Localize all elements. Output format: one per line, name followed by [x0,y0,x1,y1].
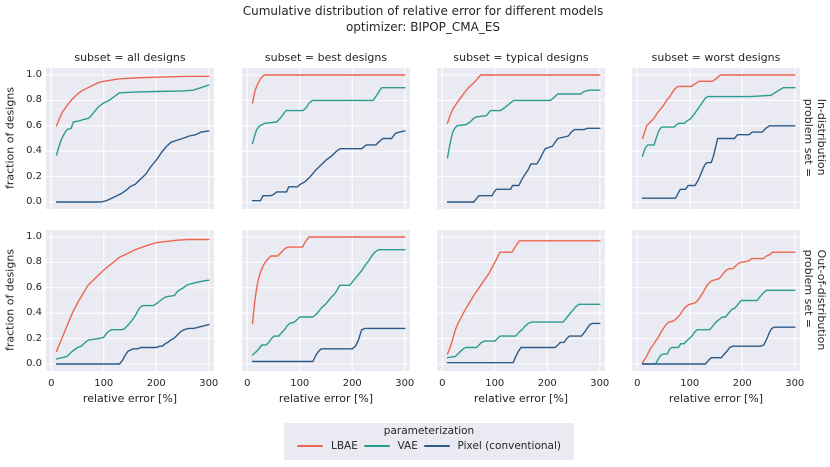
y-tick-label: 0.8 [26,256,42,268]
x-tick-label: 0 [439,378,446,389]
subplot-in-distribution-typical-designs [437,68,605,209]
subplot-out-of-distribution-all-designs [46,230,214,371]
series-line-lbae [446,240,601,355]
plot-background [437,68,605,209]
x-tick-label: 0 [244,378,251,389]
plot-background [46,230,214,371]
y-tick-label: 0.0 [26,358,42,369]
series-line-vae [251,87,406,145]
series-line-pixel-conventional- [251,327,406,363]
x-axis-label-col2: relative error [%] [278,392,374,405]
y-axis-label-row1: fraction of designs [3,86,17,190]
series-line-vae [251,249,406,356]
legend-entry-pixel: Pixel (conventional) [423,440,561,452]
subplot-out-of-distribution-best-designs [242,230,410,371]
x-axis-label-col4: relative error [%] [668,392,764,405]
row-label-line: In-distribution [815,98,828,176]
lbae-line-swatch [297,445,323,447]
series-line-vae [55,84,210,156]
y-tick-label: 0.0 [26,196,42,207]
series-line-vae [55,279,210,360]
facet-col-title-worst: subset = worst designs [651,51,781,64]
x-tick-label: 100 [680,378,700,389]
series-line-pixel-conventional- [641,326,796,365]
x-tick-label: 0 [48,378,55,389]
x-tick-label: 100 [485,378,505,389]
series-line-pixel-conventional- [55,323,210,365]
subplot-out-of-distribution-worst-designs [632,230,800,371]
y-tick-label: 0.8 [26,94,42,106]
x-tick-label: 300 [785,378,805,389]
legend-entry-lbae: LBAE [297,440,358,452]
series-line-pixel-conventional- [251,130,406,202]
subplot-in-distribution-best-designs [242,68,410,209]
series-line-pixel-conventional- [446,322,601,364]
vae-line-swatch [363,445,390,447]
y-tick-label: 1.0 [26,68,42,80]
series-line-vae [641,289,796,365]
plot-background [632,68,800,209]
x-tick-label: 200 [342,378,362,389]
series-line-lbae [641,74,796,140]
x-axis-label-col3: relative error [%] [473,392,569,405]
x-tick-label: 200 [732,378,752,389]
x-tick-label: 300 [199,378,219,389]
row-label-line: problem set = [802,98,815,178]
x-tick-label: 300 [590,378,610,389]
y-tick-label: 0.4 [26,145,42,157]
facet-col-title-best: subset = best designs [264,51,388,64]
legend-label-vae: VAE [397,440,418,452]
x-axis-label-col1: relative error [%] [82,392,178,405]
legend-label-pixel: Pixel (conventional) [457,440,561,452]
series-line-pixel-conventional- [446,127,601,203]
series-line-lbae [251,74,406,104]
facet-row-label-out-of-distribution: problem set = Out-of-distribution [802,250,828,351]
figure-title-line2: optimizer: BIPOP_CMA_ES [345,20,501,34]
figure-title-line1: Cumulative distribution of relative erro… [242,4,604,18]
series-line-vae [446,303,601,359]
legend-entries: LBAE VAE Pixel (conventional) [284,437,574,452]
subplot-out-of-distribution-typical-designs [437,230,605,371]
subplot-in-distribution-all-designs [46,68,214,209]
x-tick-label: 100 [94,378,114,389]
plot-background [632,230,800,371]
subplot-in-distribution-worst-designs [632,68,800,209]
series-line-lbae [251,236,406,325]
y-tick-label: 0.6 [26,119,42,131]
y-tick-label: 1.0 [26,230,42,242]
legend: parameterization LBAE VAE Pixel (convent… [283,422,575,461]
row-label-line: problem set = [802,249,815,329]
x-tick-label: 200 [537,378,557,389]
y-tick-label: 0.2 [26,170,42,182]
series-line-lbae [641,251,796,364]
x-tick-label: 200 [146,378,166,389]
series-line-lbae [55,75,210,127]
series-line-vae [641,87,796,158]
facet-col-title-all: subset = all designs [74,51,186,64]
series-line-pixel-conventional- [55,130,210,203]
series-line-pixel-conventional- [641,125,796,199]
y-tick-label: 0.6 [26,281,42,293]
legend-label-lbae: LBAE [331,440,358,452]
y-axis-label-row2: fraction of designs [3,248,17,352]
plot-background [242,230,410,371]
series-line-lbae [55,238,210,353]
legend-title: parameterization [383,425,475,437]
plot-background [46,68,214,209]
series-line-vae [446,89,601,159]
row-label-line: Out-of-distribution [815,249,828,351]
pixel-line-swatch [423,445,450,447]
facet-col-title-typical: subset = typical designs [453,51,589,64]
y-tick-label: 0.2 [26,332,42,344]
y-tick-label: 0.4 [26,307,42,319]
x-tick-label: 300 [395,378,415,389]
facet-row-label-in-distribution: problem set = In-distribution [802,99,828,178]
series-line-lbae [446,74,601,124]
legend-entry-vae: VAE [363,440,418,452]
x-tick-label: 100 [290,378,310,389]
x-tick-label: 0 [634,378,641,389]
